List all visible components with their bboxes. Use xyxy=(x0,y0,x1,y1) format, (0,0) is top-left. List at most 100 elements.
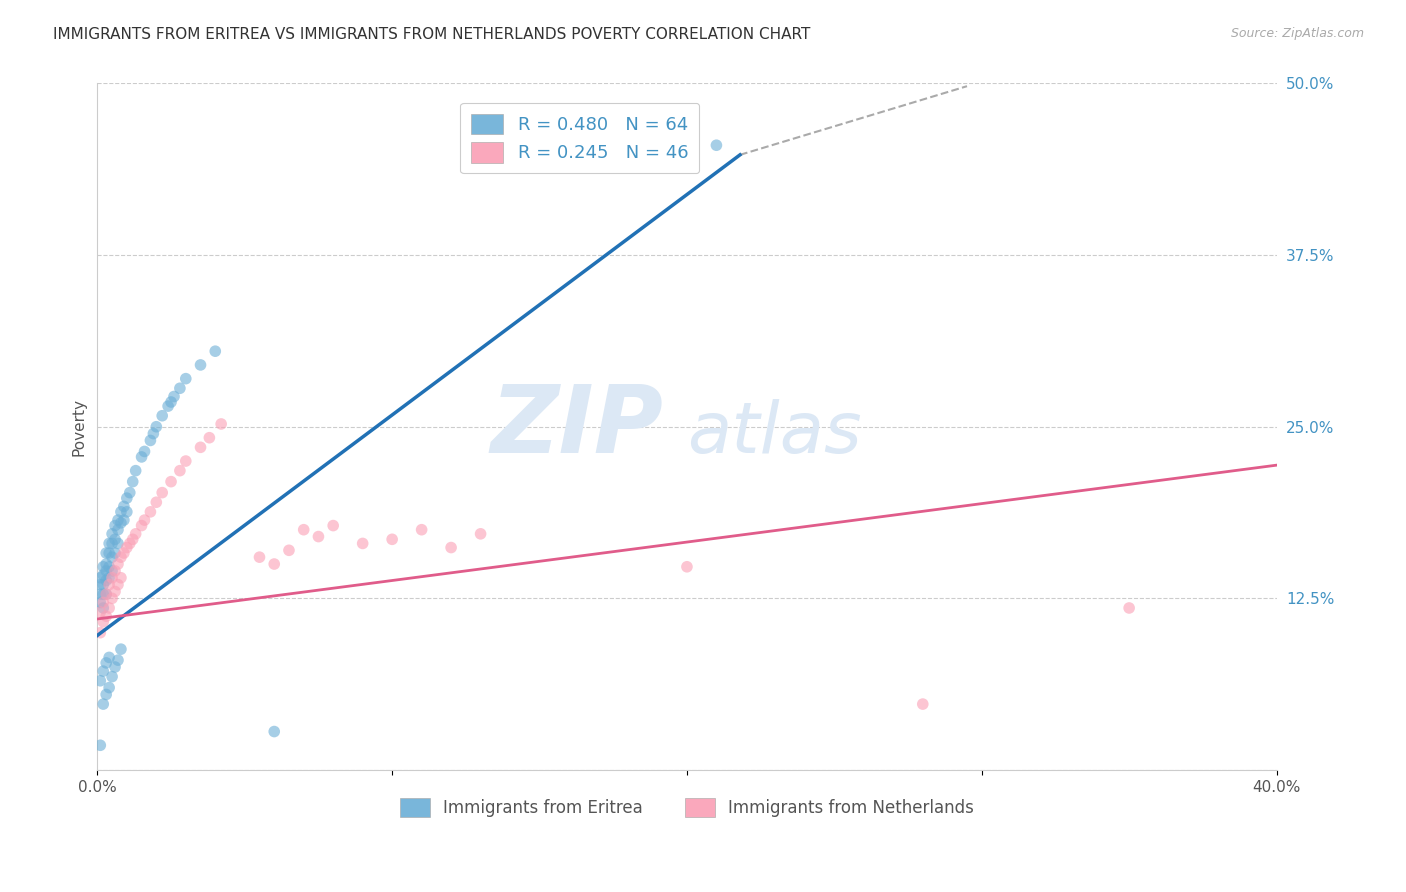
Point xyxy=(112,513,135,527)
Point xyxy=(104,660,127,674)
Point xyxy=(107,536,129,550)
Point xyxy=(381,533,404,547)
Point xyxy=(104,518,127,533)
Point xyxy=(676,559,699,574)
Point xyxy=(322,518,344,533)
Point xyxy=(91,697,114,711)
Text: ZIP: ZIP xyxy=(491,381,664,473)
Point xyxy=(101,670,124,684)
Point xyxy=(91,577,114,591)
Point xyxy=(91,601,114,615)
Point xyxy=(101,536,124,550)
Point xyxy=(160,475,183,489)
Point xyxy=(107,523,129,537)
Point xyxy=(96,609,118,624)
Point xyxy=(118,536,141,550)
Text: atlas: atlas xyxy=(688,399,862,468)
Point xyxy=(169,381,191,395)
Point xyxy=(89,739,111,753)
Point xyxy=(107,557,129,571)
Point xyxy=(190,440,212,454)
Point xyxy=(112,500,135,514)
Point xyxy=(89,605,111,619)
Point xyxy=(89,625,111,640)
Point xyxy=(263,724,285,739)
Point xyxy=(110,516,132,530)
Point xyxy=(96,574,118,588)
Text: Source: ZipAtlas.com: Source: ZipAtlas.com xyxy=(1230,27,1364,40)
Point xyxy=(278,543,301,558)
Text: IMMIGRANTS FROM ERITREA VS IMMIGRANTS FROM NETHERLANDS POVERTY CORRELATION CHART: IMMIGRANTS FROM ERITREA VS IMMIGRANTS FR… xyxy=(53,27,811,42)
Point xyxy=(174,372,197,386)
Point xyxy=(104,584,127,599)
Point xyxy=(110,505,132,519)
Point xyxy=(1118,601,1140,615)
Point xyxy=(160,395,183,409)
Point xyxy=(307,530,329,544)
Point xyxy=(706,138,728,153)
Point xyxy=(150,409,173,423)
Point xyxy=(124,526,146,541)
Y-axis label: Poverty: Poverty xyxy=(72,398,86,456)
Point xyxy=(163,390,186,404)
Point xyxy=(110,550,132,565)
Point xyxy=(131,518,153,533)
Point xyxy=(91,664,114,678)
Point xyxy=(98,571,121,585)
Point xyxy=(134,444,156,458)
Point xyxy=(96,656,118,670)
Point xyxy=(139,434,162,448)
Point xyxy=(89,587,111,601)
Point xyxy=(98,650,121,665)
Point xyxy=(470,526,492,541)
Point xyxy=(98,577,121,591)
Point xyxy=(204,344,226,359)
Point xyxy=(107,513,129,527)
Point xyxy=(91,559,114,574)
Point xyxy=(169,464,191,478)
Point xyxy=(104,546,127,560)
Point xyxy=(110,571,132,585)
Point xyxy=(134,513,156,527)
Point xyxy=(150,485,173,500)
Point xyxy=(911,697,934,711)
Point xyxy=(104,533,127,547)
Point xyxy=(121,475,143,489)
Point xyxy=(115,505,138,519)
Point xyxy=(142,426,165,441)
Legend: Immigrants from Eritrea, Immigrants from Netherlands: Immigrants from Eritrea, Immigrants from… xyxy=(394,791,980,823)
Point xyxy=(89,595,111,609)
Point xyxy=(115,491,138,505)
Point xyxy=(107,577,129,591)
Point xyxy=(209,417,232,431)
Point xyxy=(91,595,114,609)
Point xyxy=(101,550,124,565)
Point xyxy=(96,587,118,601)
Point xyxy=(139,505,162,519)
Point xyxy=(89,577,111,591)
Point xyxy=(96,587,118,601)
Point xyxy=(89,571,111,585)
Point xyxy=(98,536,121,550)
Point xyxy=(91,587,114,601)
Point xyxy=(263,557,285,571)
Point xyxy=(104,564,127,578)
Point xyxy=(115,541,138,555)
Point xyxy=(121,533,143,547)
Point xyxy=(98,601,121,615)
Point xyxy=(98,559,121,574)
Point xyxy=(112,546,135,560)
Point xyxy=(98,681,121,695)
Point xyxy=(174,454,197,468)
Point xyxy=(145,495,167,509)
Point xyxy=(249,550,271,565)
Point xyxy=(131,450,153,464)
Point xyxy=(101,591,124,606)
Point xyxy=(89,673,111,688)
Point xyxy=(101,526,124,541)
Point xyxy=(98,546,121,560)
Point xyxy=(124,464,146,478)
Point xyxy=(440,541,463,555)
Point xyxy=(96,546,118,560)
Point xyxy=(157,399,180,413)
